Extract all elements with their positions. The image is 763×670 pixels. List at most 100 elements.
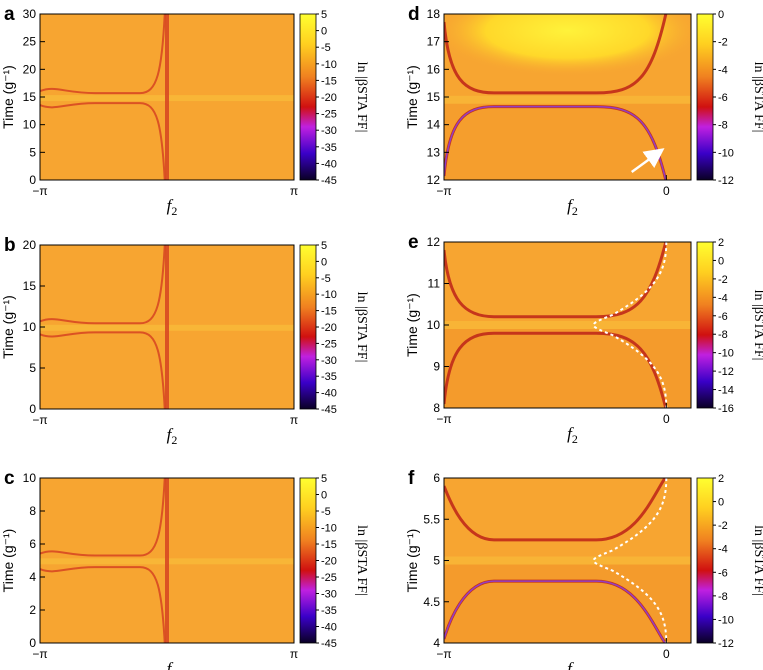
- y-tick-label: 8: [29, 504, 36, 518]
- colorbar-tick-label: -14: [718, 385, 734, 397]
- x-label-main: f: [567, 424, 574, 443]
- bright-region: [444, 14, 691, 97]
- y-tick-label: 9: [433, 360, 440, 374]
- y-tick-label: 15: [427, 90, 441, 104]
- colorbar-label: ln |βSTA FF|: [354, 292, 369, 363]
- colorbar-tick-label: -25: [321, 572, 337, 584]
- panel-letter: b: [4, 235, 16, 256]
- y-tick-label: 4: [29, 570, 36, 584]
- y-tick-label: 15: [23, 279, 37, 293]
- y-tick-label: 5: [29, 145, 36, 159]
- colorbar-tick-label: -8: [718, 591, 728, 603]
- upper-lobe-curve: [444, 14, 668, 95]
- x-axis-label: f2: [167, 196, 178, 218]
- colorbar-tick-label: -30: [321, 589, 337, 601]
- y-axis-label: Time (g⁻¹): [404, 529, 420, 593]
- y-tick-label: 20: [23, 238, 37, 252]
- colorbar-tick-label: -8: [718, 120, 728, 132]
- colorbar-tick-label: -6: [718, 311, 728, 323]
- dip-curve: [444, 105, 667, 180]
- x-tick-label: −π: [32, 184, 47, 198]
- colorbar-tick-label: 5: [321, 473, 327, 485]
- colorbar-label: ln |βSTA FF|: [354, 62, 369, 133]
- colorbar-tick-label: -2: [718, 37, 728, 49]
- x-tick-label: −π: [436, 647, 451, 661]
- upper-lobe-curve: [40, 14, 166, 95]
- colorbar-label: ln |βSTA FF|: [354, 525, 369, 596]
- colorbar-tick-label: -12: [718, 175, 734, 187]
- x-label-sub: 2: [572, 204, 578, 218]
- colorbar-tick-label: -10: [321, 59, 337, 71]
- colorbar-tick-label: -35: [321, 605, 337, 617]
- panel-letter: c: [4, 468, 15, 489]
- colorbar: [299, 477, 317, 644]
- transition-band: [444, 556, 691, 565]
- colorbar-tick-label: -16: [718, 403, 734, 415]
- y-tick-label: 8: [433, 401, 440, 415]
- y-axis-label: Time (g⁻¹): [0, 295, 16, 359]
- colorbar-tick-label: -2: [718, 520, 728, 532]
- colorbar-tick-label: -4: [718, 292, 728, 304]
- colorbar-tick-label: -40: [321, 388, 337, 400]
- colorbar-tick-label: 5: [321, 9, 327, 21]
- heatmap-f: [444, 478, 691, 643]
- y-tick-label: 10: [427, 318, 441, 332]
- x-tick-label: 0: [663, 184, 670, 198]
- y-tick-label: 6: [29, 537, 36, 551]
- dashed-trajectory: [592, 478, 668, 643]
- colorbar-tick-label: -45: [321, 404, 337, 416]
- y-tick-label: 25: [23, 35, 37, 49]
- colorbar-tick-label: -8: [718, 329, 728, 341]
- x-label-main: f: [167, 425, 174, 444]
- x-tick-label: 0: [663, 412, 670, 426]
- x-tick-label: −π: [32, 647, 47, 661]
- vertical-ridge: [165, 478, 169, 643]
- x-tick-label: π: [290, 413, 298, 427]
- colorbar-tick-label: -6: [718, 567, 728, 579]
- x-label-main: f: [567, 196, 574, 215]
- colorbar-tick-label: -15: [321, 539, 337, 551]
- y-axis-label: Time (g⁻¹): [404, 65, 420, 129]
- colorbar-tick-label: -35: [321, 142, 337, 154]
- colorbar-tick-label: -35: [321, 371, 337, 383]
- colorbar-tick-label: -30: [321, 355, 337, 367]
- colorbar-tick-label: -10: [718, 147, 734, 159]
- colorbar: [299, 244, 317, 410]
- y-axis-label: Time (g⁻¹): [0, 529, 16, 593]
- colorbar-tick-label: -12: [718, 366, 734, 378]
- y-tick-label: 2: [29, 603, 36, 617]
- lower-lobe-curve: [40, 566, 166, 643]
- colorbar-tick-label: -45: [321, 638, 337, 650]
- y-tick-label: 5: [433, 554, 440, 568]
- panel-letter: d: [408, 4, 420, 25]
- y-tick-label: 16: [427, 62, 441, 76]
- x-axis-label: f2: [567, 424, 578, 446]
- colorbar-tick-label: -2: [718, 274, 728, 286]
- colorbar-tick-label: -20: [321, 556, 337, 568]
- upper-lobe-curve: [40, 478, 166, 557]
- colorbar: [299, 13, 317, 181]
- y-tick-label: 10: [23, 320, 37, 334]
- colorbar-tick-label: -25: [321, 338, 337, 350]
- colorbar-tick-label: -15: [321, 306, 337, 318]
- colorbar-tick-label: -40: [321, 622, 337, 634]
- y-tick-label: 20: [23, 62, 37, 76]
- heatmap-b: [40, 245, 294, 409]
- lower-region: [444, 329, 691, 408]
- y-tick-label: 17: [427, 35, 441, 49]
- x-label-main: f: [167, 659, 174, 670]
- colorbar-tick-label: -6: [718, 92, 728, 104]
- panel-a: 0 5 10 15 20 25 30 −π π f2 Time (g⁻¹) a 5 0 -5 -10 -15 -2…: [0, 4, 369, 218]
- x-label-sub: 2: [572, 667, 578, 670]
- y-axis-label: Time (g⁻¹): [404, 293, 420, 357]
- colorbar-tick-label: 0: [321, 256, 327, 268]
- y-tick-label: 30: [23, 7, 37, 21]
- x-label-main: f: [567, 659, 574, 670]
- y-tick-label: 18: [427, 7, 441, 21]
- colorbar-tick-label: 2: [718, 473, 724, 485]
- panel-b: 0 5 10 15 20 −π π f2 Time (g⁻¹) b 5 0 -5 -10 -15 -20 -25…: [0, 235, 369, 447]
- colorbar-tick-label: -10: [321, 523, 337, 535]
